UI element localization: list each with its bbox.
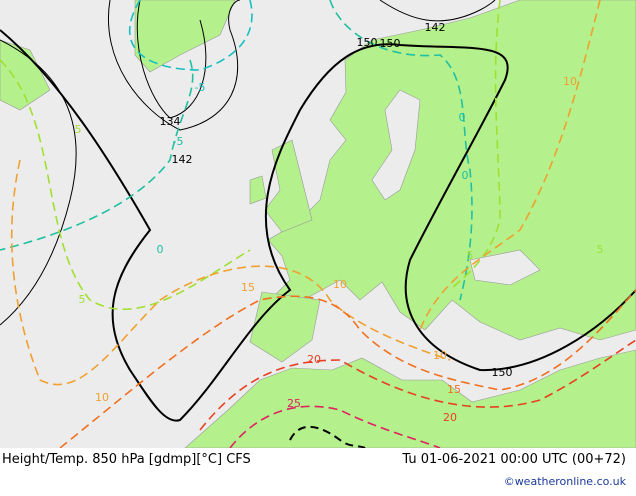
temp-line [0,59,194,251]
temp-label: -5 [195,81,206,94]
height-label: 142 [425,21,446,34]
temp-label: 20 [307,353,321,366]
height-line-south [289,425,366,449]
temp-label: 0 [459,111,466,124]
temp-label: 10 [433,349,447,362]
height-line-134 [136,0,207,119]
map-time: Tu 01-06-2021 00:00 UTC (00+72) [402,452,626,467]
temp-label: 10 [333,278,347,291]
temp-label: 0 [157,243,164,256]
temp-line [59,289,636,449]
temp-line [10,159,451,386]
black-sea [469,249,541,286]
temp-line [229,405,441,449]
temp-label: 20 [443,411,457,424]
temp-label: 5 [79,293,86,306]
temp-label: 5 [75,123,82,136]
temp-label: 0 [462,169,469,182]
map-title: Height/Temp. 850 hPa [gdmp][°C] CFS [2,452,251,467]
land-west [0,39,51,111]
europe [267,0,636,341]
temp-label: 5 [467,249,474,262]
temp-label: 10 [95,391,109,404]
temp-line [128,0,253,71]
height-contours [0,0,636,449]
height-line-side [0,39,77,326]
temp-label: 5 [597,243,604,256]
height-label: 150 [492,366,513,379]
temp-label: 15 [241,281,255,294]
height-label: 134 [160,115,181,128]
ireland [249,175,267,205]
height-label: 150 [357,36,378,49]
temp-label: 25 [287,397,301,410]
baltic [371,89,421,201]
temp-label: -5 [173,135,184,148]
africa [184,349,636,449]
credit: ©weatheronline.co.uk [503,475,626,488]
temp-line [449,0,501,291]
temp-line [0,59,251,311]
temp-contours [0,0,636,449]
temp-line [199,339,636,431]
greenland [134,0,236,73]
height-line-142 [108,0,241,131]
inland-seas [371,89,541,286]
temp-line [329,0,473,301]
temp-label: 15 [447,383,461,396]
height-line-150 [0,29,636,422]
height-label: 142 [172,153,193,166]
height-line-top [379,0,496,22]
temp-line [419,0,601,331]
height-label: 150 [380,37,401,50]
temp-label: 10 [563,75,577,88]
